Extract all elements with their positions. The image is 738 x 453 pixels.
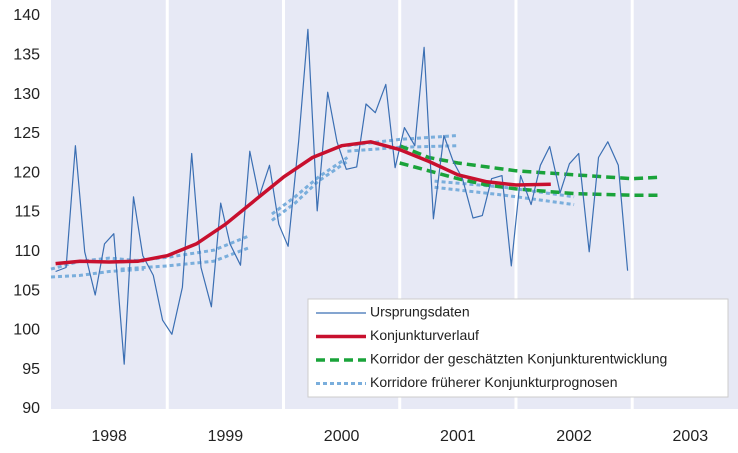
- legend-label: Konjunkturverlauf: [370, 327, 479, 343]
- x-tick-label: 2003: [673, 428, 709, 445]
- series-line: [434, 179, 575, 199]
- series-line: [50, 256, 145, 271]
- y-tick-label: 110: [14, 243, 40, 260]
- legend-box: [307, 298, 729, 398]
- series-line: [50, 267, 145, 279]
- series-line: [271, 160, 349, 222]
- x-tick-label: 2002: [556, 428, 592, 445]
- legend-label: Korridor der geschätzten Konjunkturentwi…: [370, 351, 667, 367]
- y-tick-label: 135: [13, 47, 40, 64]
- series-line: [55, 140, 551, 266]
- x-tick-label: 1998: [91, 428, 127, 445]
- x-tick-label: 2001: [440, 428, 476, 445]
- y-tick-label: 130: [13, 86, 40, 103]
- series-line: [399, 144, 662, 181]
- y-tick-label: 140: [13, 7, 40, 24]
- x-tick-label: 2000: [324, 428, 360, 445]
- y-tick-label: 95: [22, 361, 40, 378]
- legend-label: Korridore früherer Konjunkturprognosen: [370, 374, 617, 390]
- legend: Ursprungsdaten Konjunkturverlauf Korridor …: [307, 298, 729, 398]
- series-line: [120, 246, 250, 271]
- series-line: [399, 161, 662, 197]
- x-tick-label: 1999: [208, 428, 244, 445]
- y-tick-label: 120: [13, 164, 40, 181]
- y-tick-label: 125: [13, 125, 40, 142]
- series-line: [271, 156, 349, 216]
- legend-label: Ursprungsdaten: [370, 304, 470, 320]
- series-line: [55, 28, 629, 365]
- y-tick-label: 105: [13, 282, 40, 299]
- y-tick-label: 115: [14, 204, 40, 221]
- y-tick-label: 90: [22, 400, 40, 417]
- y-tick-label: 100: [13, 322, 40, 339]
